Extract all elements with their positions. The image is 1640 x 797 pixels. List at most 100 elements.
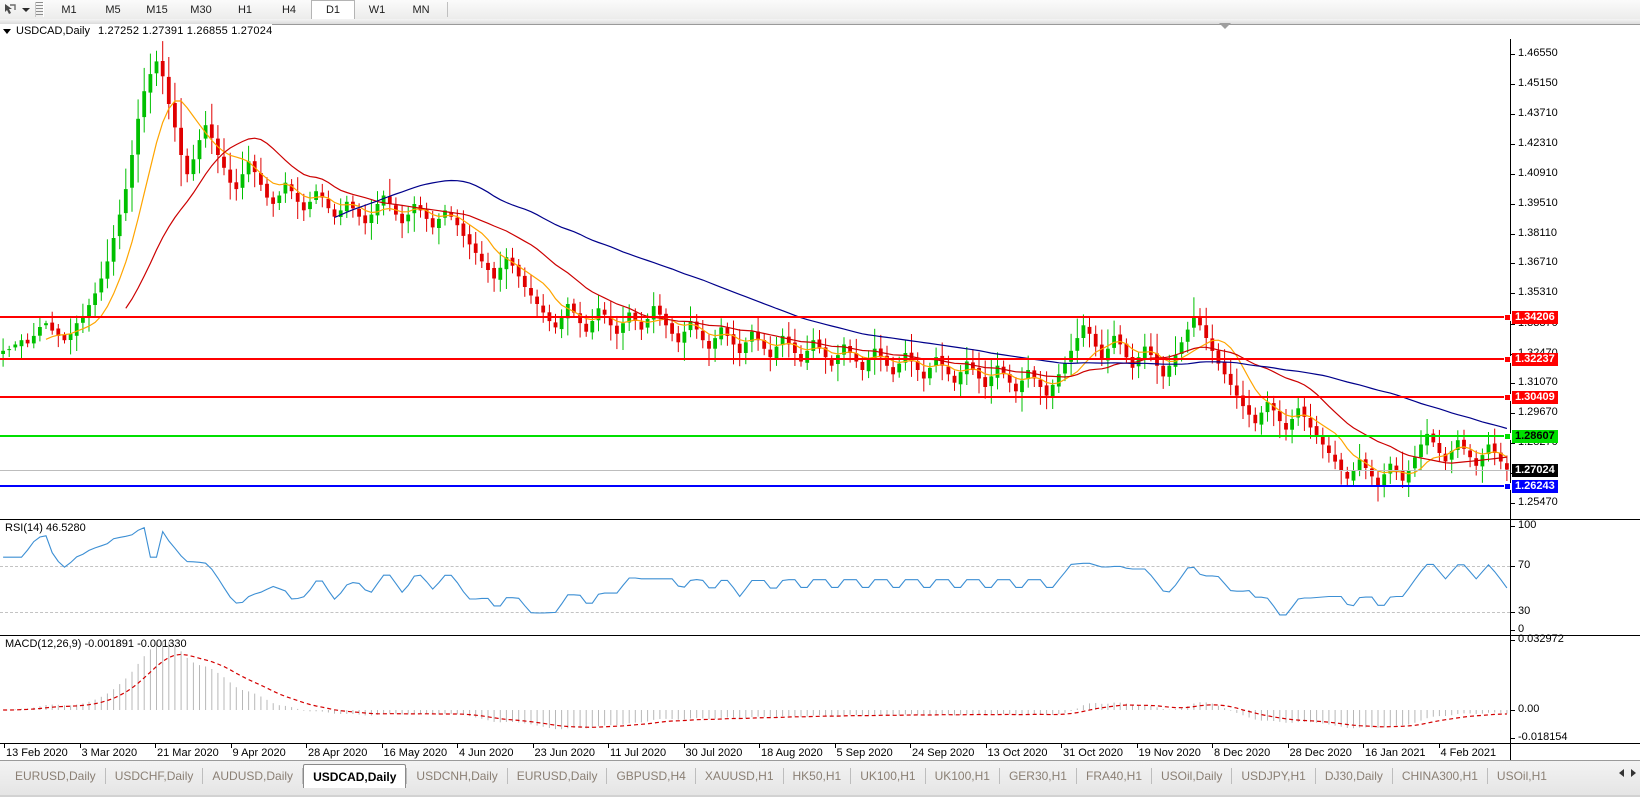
price-level-handle[interactable] [1504, 394, 1511, 402]
price-level-handle[interactable] [1504, 432, 1511, 440]
chart-tab-usdcad-daily[interactable]: USDCAD,Daily [303, 764, 407, 788]
price-level-tag[interactable]: 1.28607 [1512, 429, 1558, 443]
tab-divider [1314, 768, 1316, 784]
timeframe-m5[interactable]: M5 [105, 3, 121, 16]
chart-area[interactable]: USDCAD,Daily 1.27252 1.27391 1.26855 1.2… [0, 19, 1640, 761]
timeframe-mn[interactable]: MN [412, 3, 430, 16]
price-level-tag[interactable]: 1.30409 [1512, 391, 1558, 405]
tab-divider [302, 768, 304, 784]
chart-tab-uk100-h1[interactable]: UK100,H1 [934, 769, 990, 783]
price-level-line[interactable] [0, 485, 1510, 488]
tab-divider [924, 768, 926, 784]
date-tick [608, 744, 609, 748]
price-level-line[interactable] [0, 396, 1510, 399]
price-level-handle[interactable] [1504, 483, 1511, 491]
date-tick [532, 744, 534, 748]
tab-divider [606, 768, 608, 784]
chevron-down-icon[interactable] [19, 1, 32, 18]
price-level-handle[interactable] [1504, 313, 1511, 321]
price-level-line[interactable] [0, 315, 1510, 318]
date-label: 24 Sep 2020 [912, 747, 975, 759]
date-tick [683, 744, 685, 748]
chart-tab-dj30-daily[interactable]: DJ30,Daily [1324, 769, 1383, 783]
date-axis[interactable]: 13 Feb 2020 3 Mar 2020 21 Mar 2020 9 Apr 20… [0, 743, 1510, 761]
chart-tab-china300-h1[interactable]: CHINA300,H1 [1401, 769, 1478, 783]
price-level-tag[interactable]: 1.26243 [1512, 480, 1558, 494]
date-label: 9 Apr 2020 [232, 747, 286, 759]
timeframe-m1[interactable]: M1 [61, 3, 77, 16]
tab-divider [1075, 768, 1077, 784]
arrow-right-icon[interactable] [1631, 769, 1636, 777]
axis-corner [1510, 743, 1640, 761]
tab-divider [1151, 768, 1153, 784]
date-tick [1136, 744, 1138, 748]
date-label: 13 Feb 2020 [6, 747, 68, 759]
price-level-tag[interactable]: 1.34206 [1512, 310, 1558, 324]
candlestick-plot [1, 41, 1509, 502]
timeframe-m15[interactable]: M15 [146, 3, 168, 16]
price-level-tag[interactable]: 1.32237 [1512, 352, 1558, 366]
price-pane[interactable] [0, 39, 1511, 519]
timeframe-m30[interactable]: M30 [190, 3, 212, 16]
tab-divider [782, 768, 784, 784]
chart-tab-usoil-h1[interactable]: USOil,H1 [1496, 769, 1547, 783]
pane-separator[interactable] [0, 19, 1640, 29]
tab-divider [1486, 768, 1488, 784]
chart-tab-audusd-daily[interactable]: AUDUSD,Daily [212, 769, 294, 783]
price-level-handle[interactable] [1504, 355, 1511, 363]
tab-divider [104, 768, 106, 784]
date-tick [306, 744, 307, 748]
rsi-level-70 [0, 566, 1510, 567]
chart-symbol-label: USDCAD,Daily [16, 25, 90, 37]
triangle-down-icon[interactable] [3, 28, 11, 34]
price-level-line[interactable] [0, 357, 1510, 360]
triangle-down-icon[interactable] [1219, 23, 1231, 29]
tab-divider [406, 768, 408, 784]
rsi-pane[interactable]: RSI(14) 46.5280 [0, 519, 1510, 635]
toolbar-grip[interactable] [35, 2, 44, 17]
chart-tab-ger30-h1[interactable]: GER30,H1 [1008, 769, 1067, 783]
date-tick [985, 744, 987, 748]
date-tick [1212, 744, 1213, 748]
date-label: 21 Mar 2020 [157, 747, 219, 759]
chart-tab-gbpusd-h4[interactable]: GBPUSD,H4 [616, 769, 686, 783]
timeframe-h4[interactable]: H4 [281, 3, 297, 16]
price-axis[interactable]: 1.46550 1.45150 1.43710 1.42310 1.40910 1.395… [1510, 39, 1640, 519]
chart-tab-uk100-h1[interactable]: UK100,H1 [860, 769, 916, 783]
toolbar-separator [447, 2, 448, 17]
chart-tab-usoil-daily[interactable]: USOil,Daily [1161, 769, 1223, 783]
date-label: 23 Jun 2020 [534, 747, 596, 759]
date-label: 28 Dec 2020 [1289, 747, 1352, 759]
arrow-left-icon[interactable] [1619, 769, 1624, 777]
timeframe-h1[interactable]: H1 [237, 3, 253, 16]
price-level-line[interactable] [0, 434, 1510, 437]
tab-divider [694, 768, 696, 784]
chart-tab-eurusd-daily[interactable]: EURUSD,Daily [15, 769, 96, 783]
date-label: 31 Oct 2020 [1063, 747, 1123, 759]
date-tick [910, 744, 911, 748]
date-tick [79, 744, 81, 748]
chart-tab-bar: EURUSD,Daily USDCHF,Daily AUDUSD,Daily USDC… [0, 760, 1640, 797]
date-label: 5 Sep 2020 [836, 747, 893, 759]
price-level-tag[interactable]: 1.27024 [1512, 463, 1558, 477]
tab-divider [202, 768, 204, 784]
date-tick [759, 744, 760, 748]
chart-tab-usdjpy-h1[interactable]: USDJPY,H1 [1241, 769, 1306, 783]
timeframe-d1[interactable]: D1 [311, 0, 355, 20]
date-tick [1438, 744, 1440, 748]
chart-tab-usdcnh-daily[interactable]: USDCNH,Daily [416, 769, 498, 783]
date-label: 11 Jul 2020 [610, 747, 667, 759]
date-label: 3 Mar 2020 [81, 747, 138, 759]
timeframe-w1[interactable]: W1 [368, 3, 386, 16]
crosshair-cursor-icon[interactable] [2, 1, 19, 18]
chart-tab-xauusd-h1[interactable]: XAUUSD,H1 [704, 769, 774, 783]
date-label: 16 Jan 2021 [1365, 747, 1426, 759]
chart-tab-usdchf-daily[interactable]: USDCHF,Daily [114, 769, 194, 783]
date-label: 13 Oct 2020 [987, 747, 1048, 759]
macd-pane[interactable]: MACD(12,26,9) -0.001891 -0.001330 [0, 635, 1510, 743]
chart-tab-hk50-h1[interactable]: HK50,H1 [792, 769, 842, 783]
tab-scroll-controls[interactable] [1619, 769, 1636, 777]
date-label: 4 Jun 2020 [459, 747, 514, 759]
chart-tab-eurusd-daily[interactable]: EURUSD,Daily [516, 769, 598, 783]
chart-tab-fra40-h1[interactable]: FRA40,H1 [1085, 769, 1143, 783]
